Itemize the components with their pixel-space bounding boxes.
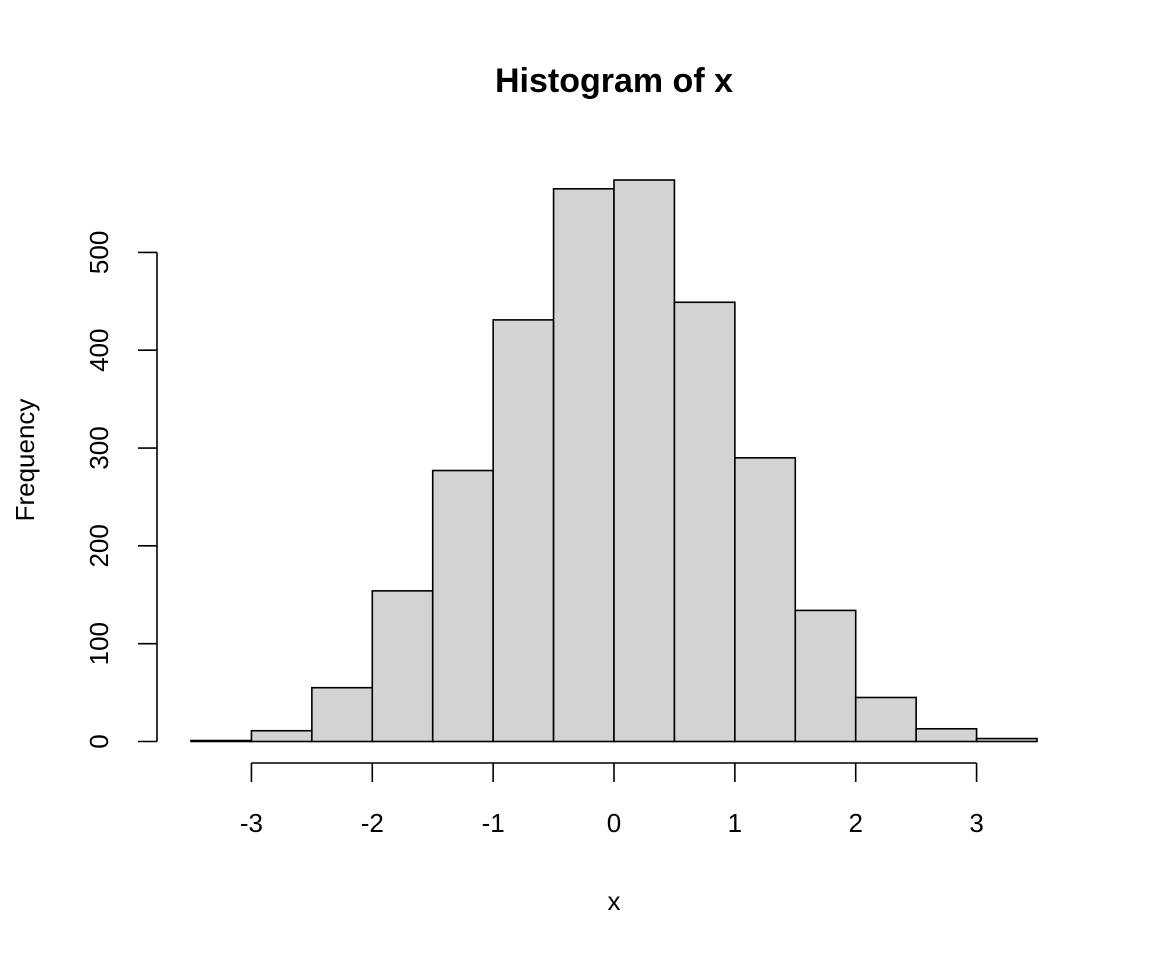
histogram-bar (915, 727, 978, 743)
y-axis: 0 100 200 300 400 500 (84, 231, 158, 749)
x-axis-label: x (608, 886, 621, 916)
histogram-bar (673, 301, 736, 743)
y-tick-label: 400 (84, 329, 114, 372)
y-tick-label: 200 (84, 524, 114, 567)
x-tick-label: 1 (728, 808, 742, 838)
y-tick-label: 300 (84, 426, 114, 469)
x-tick-label: -1 (482, 808, 505, 838)
histogram-bar (552, 188, 615, 743)
histogram-bar (492, 319, 555, 743)
y-axis-label: Frequency (10, 399, 40, 522)
histogram-bar (190, 739, 253, 743)
y-tick-label: 0 (84, 734, 114, 748)
x-tick-label: -3 (240, 808, 263, 838)
x-tick-label: -2 (361, 808, 384, 838)
y-tick-label: 500 (84, 231, 114, 274)
bars-group (190, 179, 1038, 743)
x-tick-label: 0 (607, 808, 621, 838)
x-tick-label: 3 (969, 808, 983, 838)
histogram-bar (311, 686, 374, 743)
histogram-bar (371, 590, 434, 743)
histogram-bar (975, 737, 1038, 743)
chart-title: Histogram of x (495, 62, 733, 100)
histogram-bar (250, 729, 313, 743)
x-axis: -3 -2 -1 0 1 2 3 (240, 762, 984, 838)
y-tick-label: 100 (84, 622, 114, 665)
histogram-bar (734, 457, 797, 743)
histogram-bar (431, 469, 494, 743)
histogram-bar (794, 609, 857, 743)
histogram-bar (854, 696, 917, 743)
histogram-bar (613, 179, 676, 743)
x-tick-label: 2 (848, 808, 862, 838)
